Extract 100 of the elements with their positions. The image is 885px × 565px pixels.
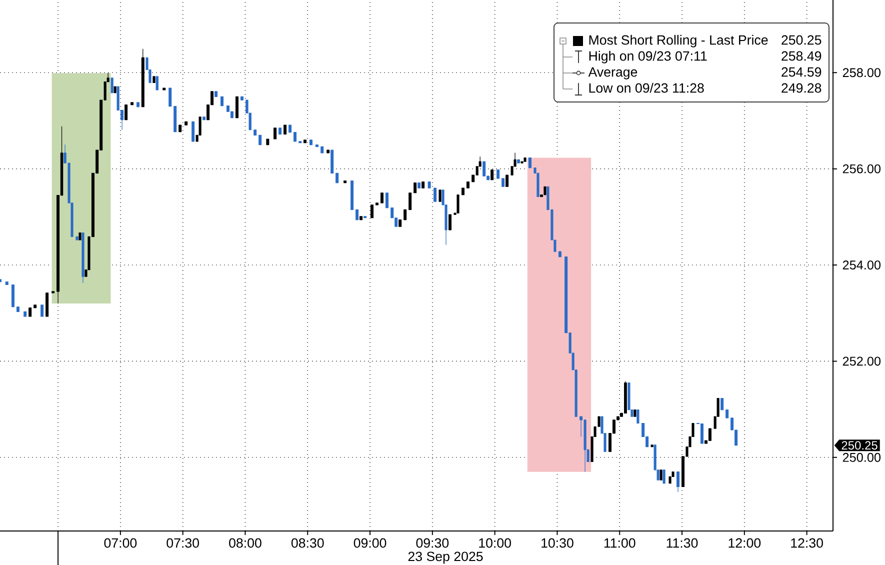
candlestick [202,116,206,120]
candlestick [456,194,460,214]
candlestick [220,96,224,106]
annotation: 254.59 [782,67,822,77]
text: 250.25 [842,441,878,450]
candlestick [490,169,494,180]
candlestick [422,182,425,188]
candlestick [676,472,680,492]
annotation: Low on 09/23 11:28 [589,82,704,93]
candlestick [130,102,134,106]
candlestick [82,232,84,284]
candlestick [414,182,417,194]
candlestick [344,180,347,184]
candlestick [320,146,324,154]
candlestick [40,304,44,317]
candlestick [708,428,712,441]
x-tick-label: 11:30 [666,538,698,548]
candlestick [152,76,156,84]
annotation: High on 09/23 07:11 [589,50,707,64]
candlestick [524,157,526,162]
y-tick-label: 254.00 [842,260,881,270]
candlestick [309,140,312,146]
candlestick [482,161,486,176]
candlestick [448,214,452,230]
candlestick [496,169,500,179]
candlestick [398,220,402,227]
candlestick [274,128,277,140]
candlestick [636,409,640,424]
candlestick [254,130,257,136]
candlestick [438,190,442,202]
candlestick [584,420,586,472]
x-axis-title: 23 Sep 2025 [408,552,483,564]
candlestick [408,192,412,210]
candlestick [624,381,627,414]
candlestick [660,470,662,480]
candlestick [356,209,359,220]
candlestick [141,48,144,108]
candlestick [46,292,49,317]
candlestick [700,423,704,444]
x-tick-label: 10:00 [479,538,511,548]
candlestick [360,216,363,220]
x-tick-label: 08:30 [291,538,324,548]
candlestick [266,138,270,146]
candlestick [720,398,724,410]
y-tick-label: 258.00 [842,68,881,78]
candlestick [284,124,287,134]
candlestick [114,86,116,94]
candlestick [124,104,128,120]
y-tick-label: 250.00 [842,452,881,462]
candlestick [330,150,334,174]
candlestick [380,192,384,204]
candlestick [506,174,509,187]
candlestick [240,96,244,100]
candlestick [336,172,339,184]
candlestick [370,204,374,218]
candlestick [326,150,330,154]
x-tick-label: 07:00 [104,538,137,548]
x-tick-label: 09:30 [416,538,449,548]
candlestick [184,121,188,126]
candlestick [662,470,666,484]
candlestick [404,209,407,220]
candlestick [78,232,82,240]
candlestick [544,186,546,196]
candlestick [434,188,437,202]
candlestick [174,106,177,132]
y-tick-label: 256.00 [842,164,881,174]
x-tick-label: 08:00 [229,538,262,548]
x-tick-label: 10:30 [542,538,574,548]
candlestick [726,409,729,418]
candlestick [178,124,182,132]
candlestick [34,304,37,308]
candlestick [258,134,262,146]
candlestick [192,121,195,142]
candlestick [294,132,297,142]
candlestick [156,76,158,90]
candlestick [304,140,306,144]
legend-label: Most Short Rolling - Last Price [589,34,768,48]
candlestick [24,311,27,317]
candlestick [162,88,166,90]
candlestick [634,409,636,417]
candlestick [462,188,464,196]
x-tick-label: 07:30 [166,538,199,548]
annotation: 249.28 [782,83,822,93]
candlestick [5,282,8,286]
candlestick [428,182,431,188]
candlestick [235,96,238,118]
candlestick [502,178,505,187]
candlestick [315,144,318,147]
candlestick [214,91,218,97]
candlestick [517,159,520,164]
candlestick [16,306,20,312]
candlestick [278,128,282,134]
candlestick [168,88,172,107]
candlestick [11,284,14,308]
candlestick [650,444,654,448]
candlestick [288,124,292,133]
x-tick-label: 09:00 [354,538,386,548]
candlestick [418,182,421,188]
candlestick [350,180,354,210]
candlestick [376,202,379,206]
